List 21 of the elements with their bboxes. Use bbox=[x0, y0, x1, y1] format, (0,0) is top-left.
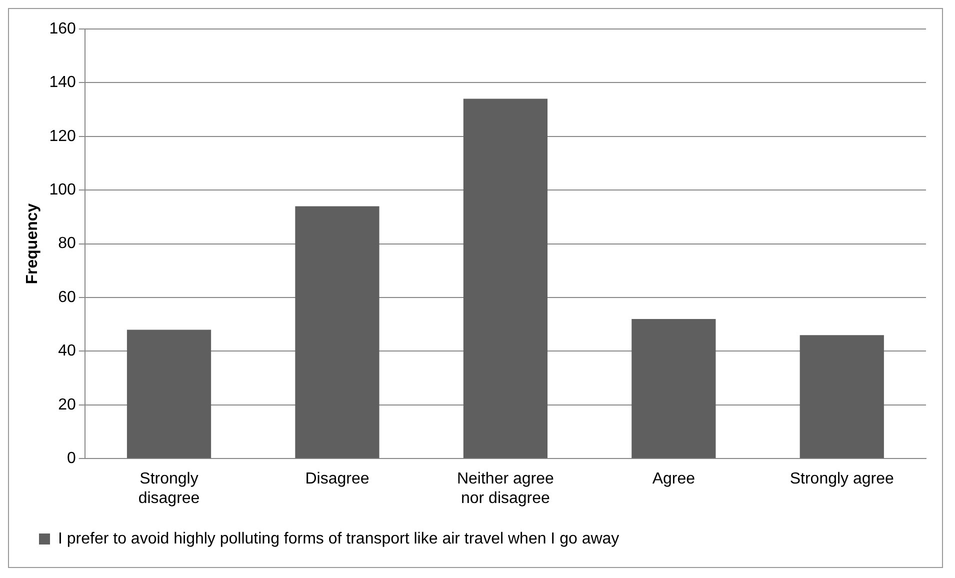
y-tick-label: 160 bbox=[49, 20, 76, 38]
x-tick-label: Disagree bbox=[305, 470, 370, 488]
bar bbox=[463, 98, 548, 458]
bar bbox=[632, 318, 716, 458]
y-tick-label: 40 bbox=[58, 342, 76, 360]
y-axis-title: Frequency bbox=[24, 203, 42, 284]
bar bbox=[295, 206, 380, 458]
y-tick-label: 120 bbox=[49, 128, 76, 145]
bar bbox=[126, 330, 212, 458]
y-tick-label: 60 bbox=[58, 288, 76, 306]
x-tick-label: Neither agree nor disagree bbox=[456, 470, 554, 507]
bar bbox=[800, 335, 884, 458]
y-tick-label: 80 bbox=[58, 235, 76, 252]
legend-label: I prefer to avoid highly polluting forms of transport like air travel when I go away bbox=[58, 530, 620, 548]
x-tick-label: Strongly disagree bbox=[138, 470, 200, 507]
y-tick-label: 0 bbox=[66, 450, 76, 468]
y-tick-label: 20 bbox=[58, 396, 76, 414]
y-tick-label: 100 bbox=[49, 182, 76, 199]
y-tick-label: 140 bbox=[49, 74, 76, 92]
x-tick-label: Agree bbox=[652, 470, 696, 488]
x-tick-label: Strongly agree bbox=[790, 470, 894, 488]
